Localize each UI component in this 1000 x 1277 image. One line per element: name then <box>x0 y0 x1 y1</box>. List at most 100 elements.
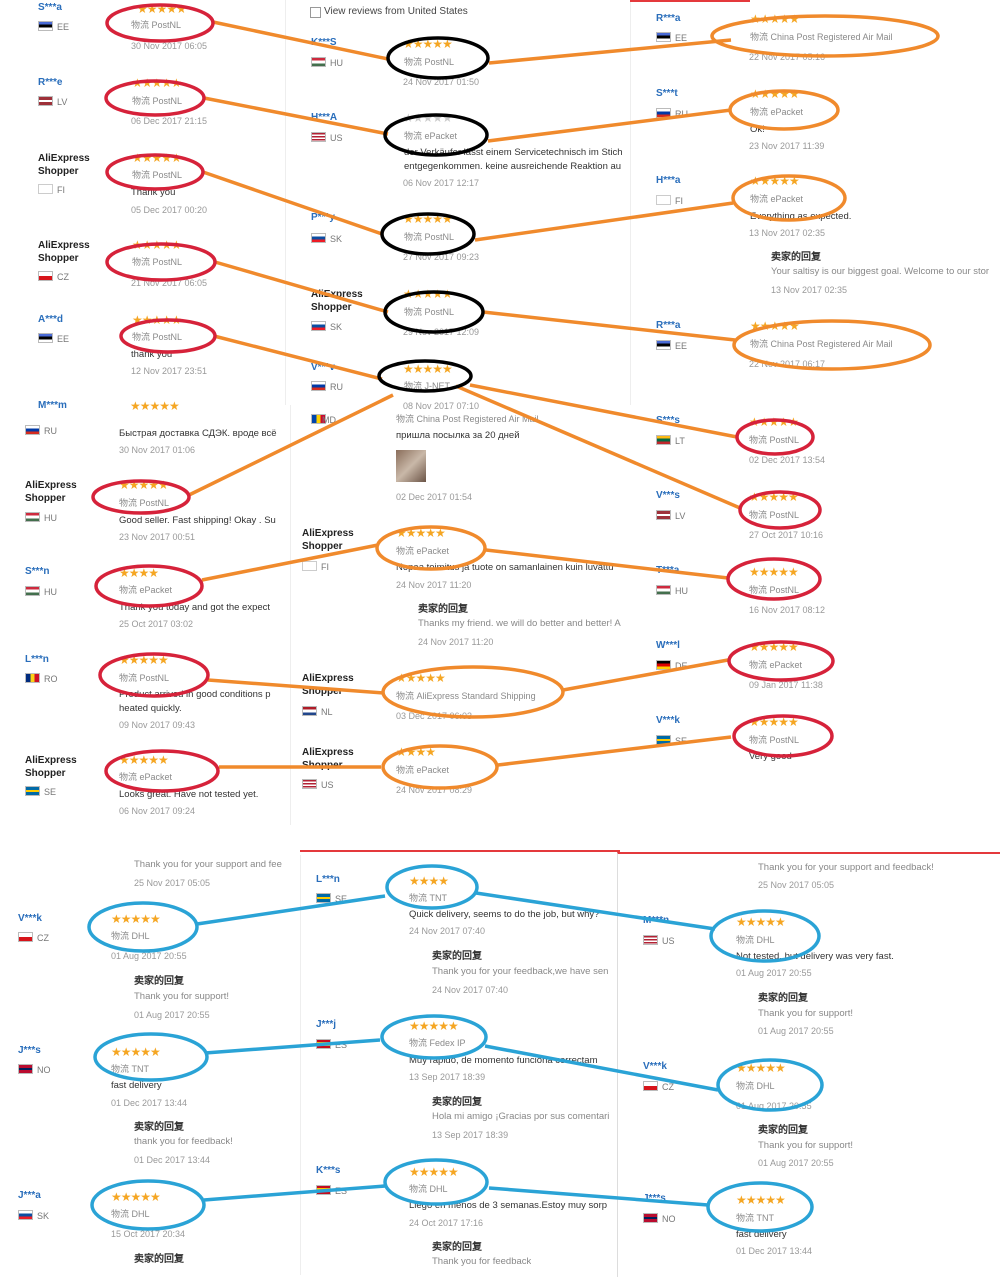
review-photo-thumbnail[interactable] <box>396 450 426 482</box>
panel-top-right <box>630 0 1000 410</box>
country-code: MD <box>322 415 336 425</box>
red-circle <box>738 490 822 530</box>
black-circle <box>377 359 473 393</box>
orange-links <box>188 14 940 790</box>
reviewer-name[interactable]: V***v <box>311 362 335 373</box>
red-circle <box>105 242 217 282</box>
shipping-method: 物流 DHL <box>111 1209 150 1219</box>
star-rating: ★★★★★ <box>736 1061 786 1075</box>
flag-icon <box>311 381 326 391</box>
red-circle <box>105 153 205 191</box>
flag-icon <box>311 233 326 243</box>
reviewer-name[interactable]: S***t <box>656 88 678 99</box>
shipping-method: 物流 TNT <box>111 1064 149 1074</box>
reviewer-name[interactable]: H***a <box>656 175 681 186</box>
flag-icon <box>656 585 671 595</box>
blue-circle <box>87 901 199 953</box>
country-code: SK <box>330 322 343 332</box>
red-circle <box>91 479 191 515</box>
star-rating: ★★★★★ <box>130 399 180 413</box>
reviewer-name[interactable]: S***a <box>38 2 62 13</box>
star-rating: ★★★★ <box>409 874 449 888</box>
review-date: 05 Dec 2017 00:20 <box>131 205 208 215</box>
red-circle <box>104 79 206 117</box>
reviewer-name[interactable]: V***k <box>643 1061 667 1072</box>
blue-link <box>475 891 716 931</box>
blue-circle <box>706 1181 814 1233</box>
shipping-method: 物流 ePacket <box>404 131 458 141</box>
star-rating: ★★★★★ <box>111 912 161 926</box>
country-code: NL <box>321 707 333 717</box>
orange-circle <box>732 319 932 371</box>
black-circles <box>377 36 490 393</box>
reviewer-name[interactable]: AliExpress Shopper <box>38 240 90 264</box>
reviewer-name[interactable]: R***a <box>656 320 681 331</box>
reviewer-name[interactable]: AliExpress Shopper <box>38 153 90 177</box>
reviewer-name[interactable]: S***n <box>25 566 50 577</box>
reviewer-name[interactable]: J***s <box>18 1045 41 1056</box>
reviewer-name[interactable]: AliExpress Shopper <box>302 673 354 697</box>
country-code: LT <box>675 436 685 446</box>
red-circle <box>104 749 220 793</box>
country-code: RU <box>44 426 57 436</box>
country-code: SE <box>335 894 348 904</box>
red-circle <box>105 3 215 43</box>
country-code: SK <box>37 1211 50 1221</box>
orange-link <box>212 20 389 61</box>
red-circles <box>91 3 835 793</box>
seller-reply-text: thank you for feedback! <box>134 1136 233 1147</box>
reviewer-name[interactable]: J***a <box>18 1190 41 1201</box>
country-code: NO <box>37 1065 51 1075</box>
seller-reply-text: Thank you for support! <box>758 1140 854 1151</box>
orange-link <box>497 735 732 767</box>
orange-circle <box>731 174 847 222</box>
reviewer-name[interactable]: AliExpress Shopper <box>25 755 77 779</box>
shipping-method: 物流 Fedex IP <box>409 1038 466 1048</box>
reviewer-name[interactable]: W***l <box>656 640 680 651</box>
red-circle <box>94 564 204 608</box>
star-rating: ★★★★★ <box>132 76 182 90</box>
shipping-method: 物流 DHL <box>409 1184 448 1194</box>
review-comment: Thank you for your support and fee <box>134 859 282 870</box>
star-rating: ★★★★★ <box>111 1190 161 1204</box>
blue-annotations <box>87 864 824 1233</box>
country-code: EE <box>57 22 70 32</box>
reviewer-name[interactable]: S***s <box>656 415 680 426</box>
blue-circle <box>383 1158 489 1206</box>
review-comment: Thank you for your support and feedback! <box>758 862 934 873</box>
shipping-method: 物流 ePacket <box>119 772 173 782</box>
reviewer-name[interactable]: H***A <box>311 112 338 123</box>
review-comment: Good seller. Fast shipping! Okay . Su <box>119 515 276 526</box>
flag-icon <box>25 512 40 522</box>
review-date: 23 Nov 2017 11:39 <box>749 141 825 151</box>
orange-link <box>487 108 732 143</box>
review-date: 01 Dec 2017 13:44 <box>736 1246 813 1256</box>
blue-link <box>488 1186 709 1207</box>
country-code: RO <box>44 674 58 684</box>
reviewer-name[interactable]: V***s <box>656 490 680 501</box>
reviewer-name[interactable]: AliExpress Shopper <box>302 528 354 552</box>
reviewer-name[interactable]: AliExpress Shopper <box>311 289 363 313</box>
reviewer-name[interactable]: K***S <box>311 37 337 48</box>
flag-icon <box>316 893 331 903</box>
reviewer-name[interactable]: V***k <box>18 913 42 924</box>
review-comment-line2: heated quickly. <box>119 703 182 714</box>
reviewer-name[interactable]: A***d <box>38 314 64 325</box>
reviewer-name[interactable]: J***s <box>643 1193 666 1204</box>
shipping-method: 物流 ePacket <box>749 660 803 670</box>
reviewer-name[interactable]: AliExpress Shopper <box>25 480 77 504</box>
black-circle <box>383 113 489 157</box>
reviewer-name[interactable]: R***e <box>38 77 63 88</box>
reviewer-name[interactable]: L***n <box>316 874 340 885</box>
reviewer-name[interactable]: R***a <box>656 13 681 24</box>
seller-reply-title: 卖家的回复 <box>134 1122 184 1133</box>
country-code: US <box>321 780 334 790</box>
orange-link <box>188 393 394 497</box>
reviewer-name[interactable]: V***k <box>656 715 680 726</box>
reviewer-name[interactable]: L***n <box>25 654 49 665</box>
reviewer-name[interactable]: K***s <box>316 1165 341 1176</box>
reviewer-name[interactable]: J***j <box>316 1019 337 1030</box>
reviewer-name[interactable]: M***m <box>38 400 67 411</box>
us-filter-checkbox[interactable] <box>310 7 321 18</box>
reviewer-name[interactable]: P***y <box>311 212 335 223</box>
